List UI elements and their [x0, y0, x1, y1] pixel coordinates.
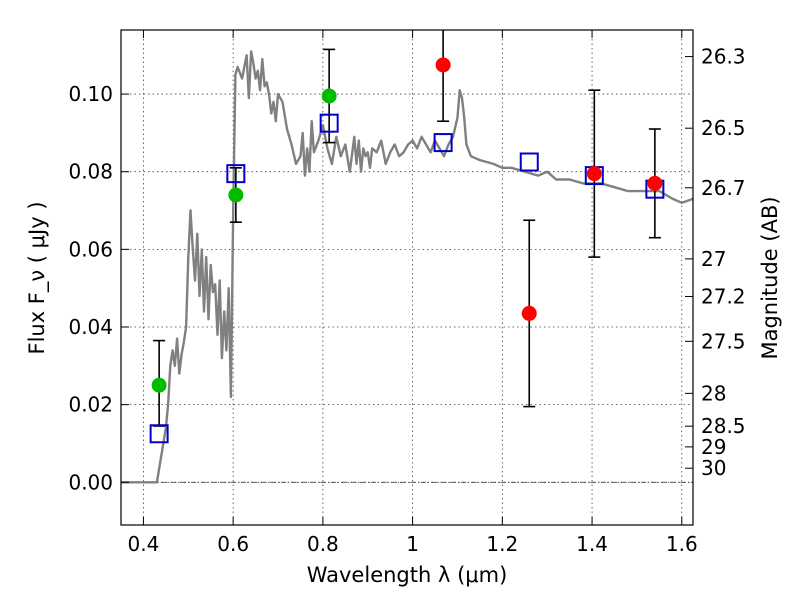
model-photometry-point [319, 113, 339, 133]
y2-tick-label: 28.5 [701, 414, 746, 438]
plot-content [121, 50, 693, 484]
x-tick-label: 0.6 [217, 532, 249, 556]
y2-tick-label: 27 [701, 247, 726, 271]
observed-point [435, 57, 451, 73]
y2-tick-label: 28 [701, 381, 726, 405]
observed-point [586, 166, 602, 182]
model-photometry-point [519, 152, 539, 172]
y-axis-label: Flux F_ν ( μJy ) [25, 201, 50, 354]
y-tick-label: 0.10 [68, 82, 113, 106]
x-axis-label: Wavelength λ (μm) [307, 563, 508, 587]
observed-point [228, 187, 244, 203]
y2-tick-label: 29 [701, 435, 726, 459]
x-tick-label: 1.2 [486, 532, 518, 556]
plot-background [121, 30, 693, 525]
model-photometry-point [149, 424, 169, 444]
observed-point [151, 377, 167, 393]
y2-tick-label: 26.3 [701, 45, 746, 69]
spectrum-line [121, 50, 693, 484]
model-photometry-point [226, 164, 246, 184]
y-tick-label: 0.04 [68, 315, 113, 339]
y-tick-label: 0.08 [68, 160, 113, 184]
observed-point [521, 305, 537, 321]
y2-tick-label: 27.2 [701, 284, 746, 308]
markers [149, 57, 665, 444]
x-tick-label: 1.6 [666, 532, 698, 556]
observed-point [321, 88, 337, 104]
observed-point [647, 175, 663, 191]
y-tick-label: 0.00 [68, 470, 113, 494]
y-tick-label: 0.06 [68, 237, 113, 261]
y2-tick-label: 26.5 [701, 116, 746, 140]
y2-axis-label: Magnitude (AB) [758, 196, 782, 359]
model-photometry-point [433, 133, 453, 153]
x-tick-label: 0.8 [307, 532, 339, 556]
plot-frame [120, 29, 694, 526]
axes: 0.4 0.6 0.8 1 1.2 1.4 1.6 0.00 0.02 0.04 0.06 0.08 0… [68, 30, 746, 556]
y2-tick-label: 27.5 [701, 329, 746, 353]
y-tick-label: 0.02 [68, 393, 113, 417]
x-tick-label: 1 [406, 532, 419, 556]
x-tick-label: 0.4 [128, 532, 160, 556]
y2-tick-label: 30 [701, 456, 726, 480]
x-tick-label: 1.4 [576, 532, 608, 556]
y2-tick-label: 26.7 [701, 176, 746, 200]
